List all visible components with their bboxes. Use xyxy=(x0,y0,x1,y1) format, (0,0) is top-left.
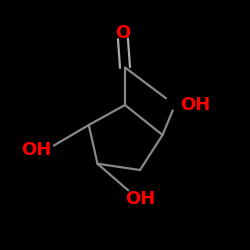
Text: OH: OH xyxy=(125,190,155,208)
Text: OH: OH xyxy=(21,141,52,159)
Text: OH: OH xyxy=(180,96,210,114)
Text: O: O xyxy=(115,24,130,42)
